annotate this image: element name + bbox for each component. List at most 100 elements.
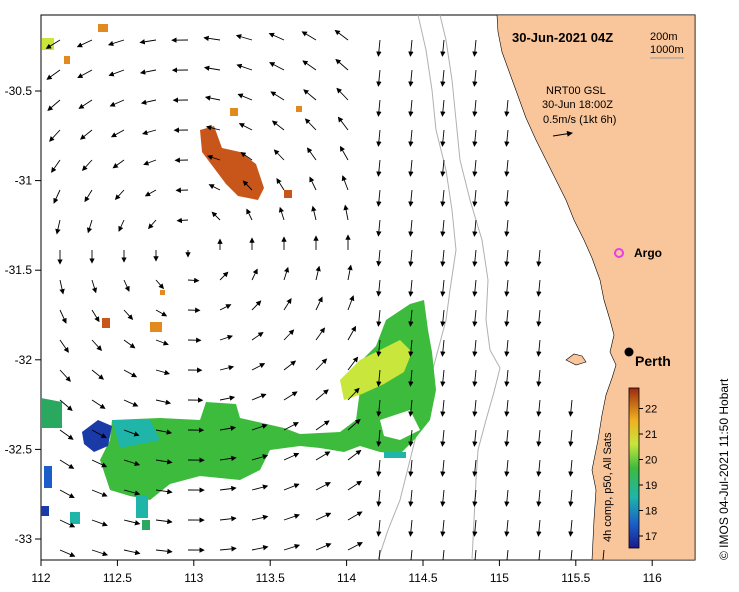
current-arrow xyxy=(472,39,478,57)
current-arrow xyxy=(91,399,106,409)
current-arrow xyxy=(251,514,269,521)
current-arrow xyxy=(472,189,478,207)
current-arrow xyxy=(408,189,414,207)
current-arrow xyxy=(155,339,169,346)
current-arrow xyxy=(283,513,300,521)
current-arrow xyxy=(59,369,71,382)
current-arrow xyxy=(84,189,93,203)
current-arrow xyxy=(440,99,446,117)
current-arrow xyxy=(504,369,510,387)
current-arrow xyxy=(472,159,478,177)
current-arrow xyxy=(301,31,317,41)
current-arrow xyxy=(536,519,542,537)
current-arrow xyxy=(440,159,446,177)
sst-patch-yellow xyxy=(42,38,54,50)
current-arrow xyxy=(176,217,189,224)
current-arrow xyxy=(53,189,61,204)
current-arrow xyxy=(347,325,357,341)
current-arrow xyxy=(203,35,221,42)
current-arrow xyxy=(148,219,157,230)
current-arrow xyxy=(49,129,61,142)
current-arrow xyxy=(123,369,138,378)
current-arrow xyxy=(376,339,382,357)
current-arrow xyxy=(408,39,414,57)
credit-text: © IMOS 04-Jul-2021 11:50 Hobart xyxy=(717,378,731,560)
current-arrow xyxy=(315,296,323,311)
current-arrow xyxy=(334,29,349,41)
current-arrow xyxy=(123,279,130,292)
current-arrow xyxy=(506,549,509,560)
current-arrow xyxy=(504,309,510,327)
current-arrow xyxy=(77,69,93,79)
current-arrow xyxy=(155,488,173,495)
current-arrow xyxy=(347,542,363,551)
current-arrow xyxy=(570,549,573,560)
current-arrow xyxy=(472,99,478,117)
current-arrow xyxy=(303,89,317,101)
current-arrow xyxy=(91,369,104,380)
current-arrow xyxy=(504,489,510,507)
current-arrow xyxy=(472,339,478,357)
current-arrow xyxy=(504,339,510,357)
current-arrow xyxy=(107,39,125,47)
current-arrow xyxy=(408,219,414,237)
current-arrow xyxy=(114,189,125,200)
colorbar xyxy=(628,387,640,549)
contour-label-200m: 200m xyxy=(650,31,678,43)
current-arrow xyxy=(59,309,67,324)
current-vectors xyxy=(45,29,605,560)
current-arrow xyxy=(315,265,321,281)
current-arrow xyxy=(440,189,446,207)
colorbar-tick-label: 17 xyxy=(645,531,657,543)
current-arrow xyxy=(347,449,362,461)
current-arrow xyxy=(91,309,100,323)
current-arrow xyxy=(568,489,574,507)
current-arrow xyxy=(109,99,125,107)
colorbar-tick-label: 19 xyxy=(645,480,657,492)
current-arrow xyxy=(251,393,267,401)
current-arrow xyxy=(118,219,125,232)
current-arrow xyxy=(268,32,285,41)
current-arrow xyxy=(472,279,478,297)
current-arrow xyxy=(219,516,237,522)
current-arrow xyxy=(376,519,382,537)
current-arrow xyxy=(273,149,285,161)
current-arrow xyxy=(251,454,269,461)
current-source-label: NRT00 GSL xyxy=(546,85,606,97)
current-arrow xyxy=(504,459,510,477)
current-arrow xyxy=(91,489,108,497)
current-arrow xyxy=(283,452,300,461)
contour-label-1000m: 1000m xyxy=(650,44,684,56)
current-arrow xyxy=(59,339,69,353)
current-arrow xyxy=(472,369,478,387)
current-arrow xyxy=(376,489,382,507)
x-tick-label: 114 xyxy=(337,571,356,585)
current-arrow xyxy=(59,279,65,295)
current-arrow xyxy=(304,118,317,131)
current-arrow xyxy=(55,219,61,235)
current-arrow xyxy=(536,489,542,507)
y-tick-label: -31 xyxy=(15,174,33,188)
current-arrow xyxy=(139,39,157,45)
current-arrow xyxy=(536,459,542,477)
current-arrow xyxy=(123,549,141,556)
x-tick-label: 113.5 xyxy=(256,571,285,585)
current-arrow xyxy=(123,459,141,467)
current-arrow xyxy=(251,300,262,311)
current-arrow xyxy=(408,309,414,327)
current-arrow xyxy=(315,451,331,461)
current-arrow xyxy=(336,87,349,101)
current-arrow xyxy=(408,519,414,537)
current-arrow xyxy=(472,249,478,267)
current-arrow xyxy=(205,125,221,131)
current-arrow xyxy=(203,65,221,71)
y-tick-label: -32 xyxy=(15,353,33,367)
current-arrow xyxy=(283,422,299,431)
current-arrow xyxy=(47,99,61,111)
current-arrow xyxy=(343,204,349,221)
argo-float-marker xyxy=(614,248,624,258)
current-arrow xyxy=(187,277,200,284)
current-arrow xyxy=(80,129,93,140)
current-arrow xyxy=(276,178,285,191)
current-arrow xyxy=(440,369,446,387)
